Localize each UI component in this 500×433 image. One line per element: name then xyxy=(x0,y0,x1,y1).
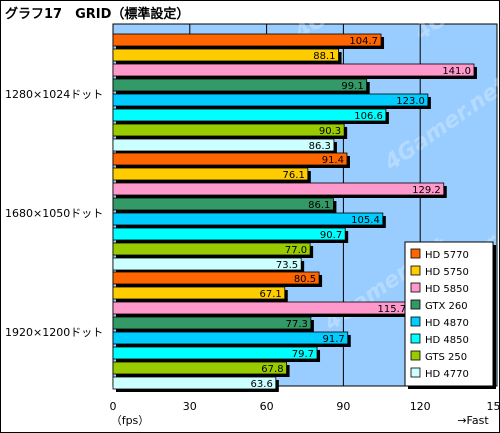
bar xyxy=(112,182,445,196)
bar-value-label: 67.8 xyxy=(261,364,283,375)
legend-label: HD 5850 xyxy=(425,284,469,295)
bar xyxy=(112,346,318,360)
bar-value-label: 79.7 xyxy=(292,349,314,360)
legend-swatch xyxy=(410,333,421,344)
bar-value-label: 86.1 xyxy=(308,200,330,211)
bar-value-label: 88.1 xyxy=(313,51,335,62)
bar xyxy=(112,48,339,62)
bar-value-label: 106.6 xyxy=(354,111,383,122)
bar xyxy=(112,376,277,390)
legend-label: HD 5770 xyxy=(425,250,469,261)
bar-value-label: 76.1 xyxy=(283,170,305,181)
bar xyxy=(112,331,349,345)
bar-value-label: 67.1 xyxy=(260,289,282,300)
legend-swatch xyxy=(410,350,421,361)
legend-label: HD 4850 xyxy=(425,335,469,346)
bar-value-label: 105.4 xyxy=(351,215,380,226)
bar xyxy=(112,167,309,181)
bar xyxy=(112,78,368,92)
legend-swatch xyxy=(410,367,421,378)
bar-value-label: 80.5 xyxy=(294,274,316,285)
bar-value-label: 63.6 xyxy=(251,379,273,390)
bar-value-label: 86.3 xyxy=(309,141,331,152)
x-axis-ticks: 0 30 60 90 120 150 xyxy=(110,400,500,413)
legend-box xyxy=(404,241,494,387)
bar-value-label: 90.3 xyxy=(319,126,341,137)
bar-value-label: 99.1 xyxy=(341,81,363,92)
x-axis-label: （fps） xyxy=(111,414,150,427)
legend-swatch xyxy=(410,316,421,327)
legend-label: HD 5750 xyxy=(425,267,469,278)
bar xyxy=(112,33,382,47)
bar xyxy=(112,361,287,375)
bar-value-label: 123.0 xyxy=(396,96,425,107)
legend-swatch xyxy=(410,282,421,293)
bar xyxy=(112,152,348,166)
category-labels: 1280×1024ドット 1680×1050ドット 1920×1200ドット xyxy=(5,88,103,339)
bar-value-label: 73.5 xyxy=(276,260,298,271)
direction-label: →Fast xyxy=(457,414,489,427)
x-tick-label: 150 xyxy=(487,400,500,413)
legend-swatch xyxy=(410,299,421,310)
bar-value-label: 129.2 xyxy=(412,185,441,196)
bar xyxy=(112,138,335,152)
bar xyxy=(112,242,311,256)
legend-label: HD 4870 xyxy=(425,318,469,329)
legend-label: GTX 260 xyxy=(425,301,468,312)
bar xyxy=(112,286,286,300)
bar xyxy=(112,93,429,107)
x-tick-label: 0 xyxy=(110,400,117,413)
x-tick-label: 90 xyxy=(336,400,350,413)
bar xyxy=(112,63,475,77)
x-tick-label: 60 xyxy=(260,400,274,413)
x-tick-label: 120 xyxy=(410,400,431,413)
bar-value-label: 104.7 xyxy=(349,36,378,47)
category-label: 1680×1050ドット xyxy=(5,207,103,220)
legend-label: GTS 250 xyxy=(425,352,467,363)
bars: 104.7 88.1 141.0 99.1 123.0 106.6 90.3 86.3 91.4… xyxy=(112,33,477,392)
legend-swatch xyxy=(410,248,421,259)
bar xyxy=(112,316,312,330)
bar xyxy=(112,123,345,137)
bar xyxy=(112,212,384,226)
bar-value-label: 77.0 xyxy=(285,245,307,256)
bar-value-label: 115.7 xyxy=(378,304,407,315)
bar-value-label: 91.4 xyxy=(322,155,344,166)
bar xyxy=(112,108,387,122)
category-label: 1280×1024ドット xyxy=(5,88,103,101)
bar xyxy=(112,227,346,241)
bar xyxy=(112,257,302,271)
x-tick-label: 30 xyxy=(183,400,197,413)
bar-value-label: 141.0 xyxy=(442,66,471,77)
bar xyxy=(112,271,320,285)
chart-title: グラフ17 GRID（標準設定） xyxy=(5,6,189,22)
category-label: 1920×1200ドット xyxy=(5,326,103,339)
bar-value-label: 91.7 xyxy=(322,334,344,345)
bar xyxy=(112,197,334,211)
bar xyxy=(112,301,410,315)
bar-value-label: 90.7 xyxy=(320,230,342,241)
legend-label: HD 4770 xyxy=(425,369,469,380)
bar-value-label: 77.3 xyxy=(286,319,308,330)
legend: HD 5770 HD 5750 HD 5850 GTX 260 HD 4870 HD 48… xyxy=(404,241,496,389)
legend-swatch xyxy=(410,265,421,276)
